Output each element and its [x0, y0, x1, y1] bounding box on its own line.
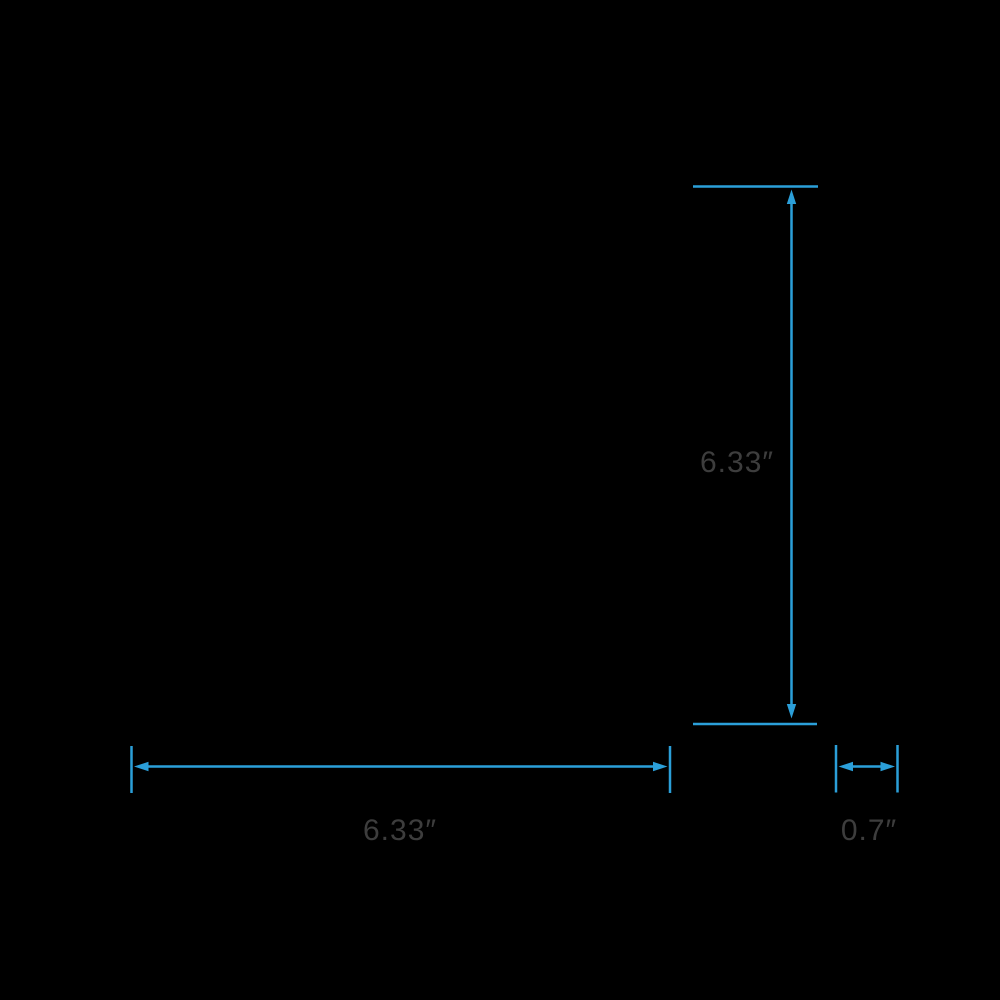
arrow-down-icon [786, 704, 797, 719]
depth-dimension: 0.7″ [834, 745, 899, 847]
arrow-right-icon [653, 761, 668, 772]
arrow-right-icon [880, 761, 895, 772]
arrow-up-icon [786, 189, 797, 204]
width-dimension-label: 6.33″ [363, 814, 437, 847]
arrow-left-icon [134, 761, 149, 772]
height-dimension: 6.33″ [693, 185, 818, 726]
height-dimension-label: 6.33″ [700, 446, 774, 479]
arrow-left-icon [838, 761, 853, 772]
width-dimension: 6.33″ [130, 746, 672, 847]
depth-dimension-label: 0.7″ [841, 814, 897, 847]
